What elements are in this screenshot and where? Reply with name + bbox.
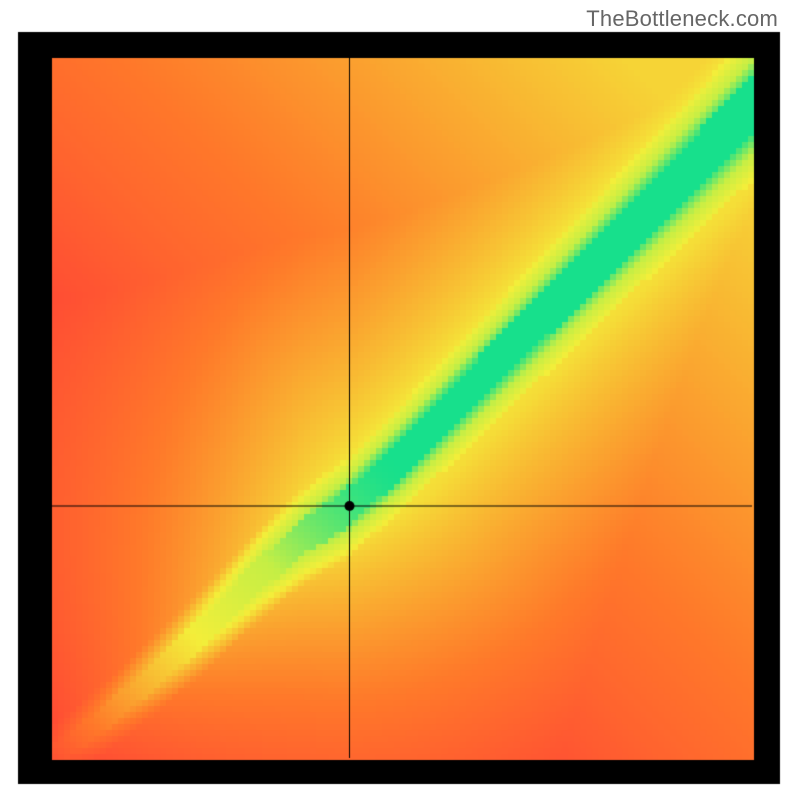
bottleneck-heatmap <box>0 0 800 800</box>
watermark-text: TheBottleneck.com <box>586 6 778 32</box>
